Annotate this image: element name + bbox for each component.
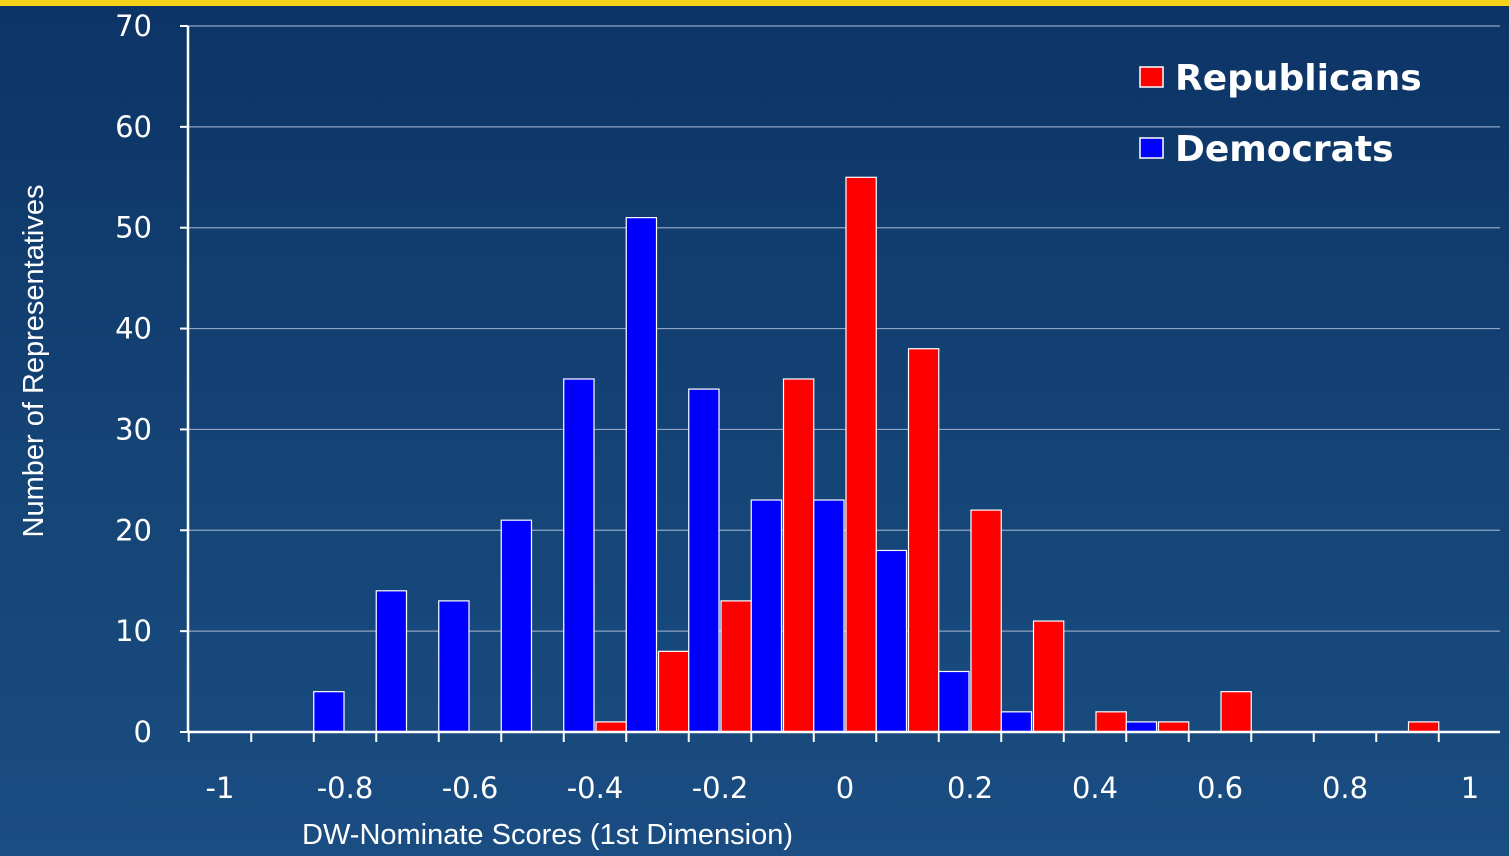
bar-republicans (907, 348, 940, 733)
x-tick-label: -1 (206, 771, 235, 805)
x-tick-label: -0.8 (317, 771, 374, 805)
y-tick-label: 70 (115, 9, 152, 43)
x-tick-label: 1 (1461, 771, 1479, 805)
y-tick-label: 20 (115, 513, 152, 547)
bar-republicans (845, 176, 877, 733)
y-tick-label: 10 (115, 614, 152, 648)
x-axis-title: DW-Nominate Scores (1st Dimension) (302, 819, 793, 851)
x-tick-label: 0.4 (1072, 771, 1118, 805)
axes (180, 25, 1500, 742)
bar-democrats (625, 217, 658, 733)
bar-republicans (595, 721, 627, 733)
bar-democrats (563, 378, 595, 733)
bar-democrats (375, 590, 408, 733)
y-tick-label: 30 (115, 412, 152, 446)
x-tick-label: 0 (836, 771, 854, 805)
y-tick-label: 50 (115, 211, 152, 245)
bar-democrats (438, 600, 470, 733)
legend-label-republicans: Republicans (1175, 58, 1422, 99)
legend: Republicans Democrats (1139, 58, 1422, 170)
bars (313, 176, 1440, 733)
bar-republicans (720, 600, 752, 733)
bar-democrats (313, 691, 345, 733)
histogram-chart: 0 10 20 30 40 50 60 70 -1 -0.8 -0.6 -0.4 -0.2 0 0.2 0.4… (18, 9, 1500, 851)
bar-republicans (1220, 691, 1252, 733)
legend-swatch-democrats (1139, 137, 1164, 159)
bar-republicans (1157, 721, 1190, 733)
bar-democrats (875, 549, 908, 733)
x-tick-label: 0.6 (1197, 771, 1243, 805)
x-tick-label: 0.2 (947, 771, 993, 805)
y-tick-label: 60 (115, 110, 152, 144)
bar-democrats (1000, 711, 1033, 733)
x-tick-label: -0.4 (567, 771, 624, 805)
gridlines (188, 25, 1500, 632)
x-tick-label: -0.6 (442, 771, 499, 805)
x-tick-label: 0.8 (1322, 771, 1368, 805)
bar-republicans (1032, 620, 1065, 733)
bar-democrats (750, 499, 783, 733)
bar-democrats (938, 670, 970, 733)
bar-democrats (1125, 721, 1158, 733)
y-tick-label: 40 (115, 312, 152, 346)
bar-republicans (1407, 721, 1440, 733)
bar-democrats (500, 519, 533, 733)
bar-democrats (813, 499, 845, 733)
tick-labels: 0 10 20 30 40 50 60 70 -1 -0.8 -0.6 -0.4 -0.2 0 0.2 0.4… (115, 9, 1479, 805)
chart-panel: 0 10 20 30 40 50 60 70 -1 -0.8 -0.6 -0.4 -0.2 0 0.2 0.4… (0, 6, 1509, 856)
bar-republicans (1095, 711, 1127, 733)
legend-label-democrats: Democrats (1175, 129, 1394, 170)
x-tick-label: -0.2 (692, 771, 749, 805)
bar-republicans (657, 650, 690, 733)
y-tick-label: 0 (134, 715, 152, 749)
bar-republicans (970, 509, 1002, 733)
bar-republicans (782, 378, 815, 733)
legend-swatch-republicans (1139, 66, 1164, 88)
y-axis-title: Number of Representatives (18, 185, 50, 538)
bar-democrats (688, 388, 720, 733)
